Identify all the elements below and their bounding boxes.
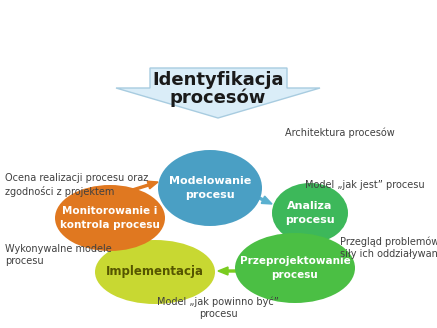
Text: Implementacja: Implementacja (106, 265, 204, 278)
Text: Analiza
procesu: Analiza procesu (285, 201, 335, 225)
Text: Architektura procesów: Architektura procesów (285, 128, 395, 138)
FancyArrow shape (218, 267, 238, 275)
Text: Przeprojektowanie
procesu: Przeprojektowanie procesu (239, 256, 350, 279)
FancyArrow shape (123, 181, 158, 194)
Ellipse shape (55, 185, 165, 251)
Text: Ocena realizacji procesu oraz
zgodności z projektem: Ocena realizacji procesu oraz zgodności … (5, 173, 148, 197)
Text: Monitorowanie i
kontrola procesu: Monitorowanie i kontrola procesu (60, 206, 160, 230)
Text: Przegląd problemów i
siły ich oddziaływania: Przegląd problemów i siły ich oddziaływa… (340, 236, 437, 259)
Ellipse shape (235, 233, 355, 303)
Ellipse shape (272, 183, 348, 243)
Ellipse shape (95, 240, 215, 304)
Text: Model „jak jest” procesu: Model „jak jest” procesu (305, 180, 425, 190)
Ellipse shape (158, 150, 262, 226)
FancyArrow shape (255, 195, 272, 204)
Text: Model „jak powinno być”
procesu: Model „jak powinno być” procesu (157, 297, 279, 319)
Text: Modelowanie
procesu: Modelowanie procesu (169, 176, 251, 200)
Polygon shape (116, 68, 320, 118)
FancyArrow shape (310, 240, 321, 250)
Text: Wykonywalne modele
procesu: Wykonywalne modele procesu (5, 244, 112, 266)
Text: procesów: procesów (170, 89, 266, 107)
FancyArrow shape (128, 245, 141, 254)
Text: Identyfikacja: Identyfikacja (152, 71, 284, 89)
